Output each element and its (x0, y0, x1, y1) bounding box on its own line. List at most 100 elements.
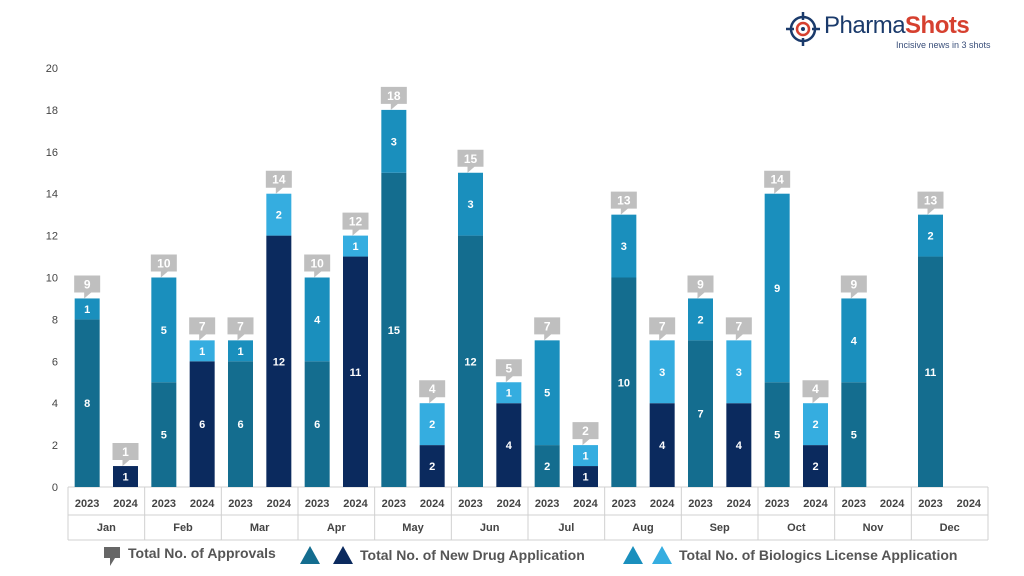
total-callout (380, 86, 407, 110)
total-callout (419, 380, 446, 404)
y-tick-label: 12 (46, 231, 58, 243)
year-label: 2023 (382, 498, 406, 510)
bar-bla (458, 172, 483, 236)
logo-word-shots: Shots (905, 12, 970, 39)
bar-nda (419, 445, 445, 487)
data-label-nda: 6 (314, 419, 320, 431)
bar-nda (496, 403, 522, 487)
data-label-nda: 1 (582, 472, 588, 484)
month-label: Mar (250, 522, 270, 534)
year-label: 2024 (650, 498, 675, 510)
bar-nda (918, 256, 943, 487)
total-label: 14 (272, 173, 286, 187)
legend-label-total: Total No. of Approvals (128, 545, 276, 561)
total-label: 7 (199, 319, 206, 333)
year-label: 2023 (305, 498, 329, 510)
bar-nda (228, 361, 253, 487)
y-tick-label: 8 (52, 314, 58, 326)
month-label: Oct (787, 522, 806, 534)
total-label: 10 (310, 257, 324, 271)
bar-nda (74, 319, 100, 487)
logo-tagline: Incisive news in 3 shots (896, 40, 991, 50)
total-callout (112, 443, 139, 467)
total-label: 15 (464, 152, 478, 166)
data-label-nda: 5 (161, 430, 167, 442)
year-label: 2024 (727, 498, 752, 510)
legend-triangle-icon (333, 546, 353, 564)
total-callout (189, 317, 216, 341)
data-label-nda: 6 (237, 419, 243, 431)
year-label: 2023 (535, 498, 559, 510)
bar-nda (841, 382, 867, 487)
bar-bla (611, 214, 637, 278)
year-label: 2023 (765, 498, 789, 510)
legend-callout-icon (104, 547, 120, 566)
year-label: 2024 (343, 498, 368, 510)
year-label: 2024 (267, 498, 292, 510)
year-label: 2024 (957, 498, 982, 510)
year-label: 2023 (458, 498, 482, 510)
year-label: 2024 (420, 498, 445, 510)
total-callout (534, 317, 561, 341)
y-tick-label: 0 (52, 482, 58, 494)
bar-nda (458, 235, 483, 487)
total-label: 7 (237, 319, 244, 333)
bar-bla (419, 403, 445, 446)
pharmashots-logo: PharmaShots Incisive news in 3 shots (786, 10, 991, 52)
data-label-bla: 2 (276, 210, 282, 222)
year-label: 2024 (880, 498, 905, 510)
bar-bla (151, 277, 177, 383)
data-label-nda: 5 (851, 430, 857, 442)
total-label: 4 (429, 382, 436, 396)
bar-bla (343, 235, 368, 257)
y-tick-label: 4 (52, 398, 58, 410)
data-label-nda: 2 (544, 461, 550, 473)
month-label: Jul (558, 522, 574, 534)
logo-word-pharma: Pharma (824, 12, 906, 39)
year-label: 2023 (152, 498, 176, 510)
total-label: 9 (697, 277, 704, 291)
bar-nda (113, 466, 138, 487)
bar-nda (726, 403, 752, 487)
data-label-nda: 4 (659, 440, 666, 452)
bar-bla (496, 382, 522, 404)
total-label: 5 (505, 361, 512, 375)
total-label: 7 (544, 319, 551, 333)
data-label-bla: 3 (736, 367, 742, 379)
legend-triangle-icon (652, 546, 672, 564)
data-label-nda: 8 (84, 398, 90, 410)
total-label: 13 (924, 194, 938, 208)
bar-nda (304, 361, 330, 487)
month-label: Dec (940, 522, 960, 534)
y-tick-label: 10 (46, 273, 58, 285)
total-label: 1 (122, 445, 129, 459)
data-label-nda: 4 (736, 440, 743, 452)
data-label-nda: 10 (618, 377, 630, 389)
data-label-nda: 5 (774, 430, 780, 442)
total-callout (840, 275, 867, 299)
total-callout (764, 170, 791, 194)
total-callout (227, 317, 254, 341)
data-label-bla: 1 (237, 346, 243, 358)
data-label-bla: 4 (851, 335, 858, 347)
data-label-bla: 2 (697, 314, 703, 326)
year-label: 2023 (918, 498, 942, 510)
bar-bla (688, 298, 713, 341)
year-label: 2023 (842, 498, 866, 510)
year-label: 2024 (497, 498, 522, 510)
data-label-bla: 2 (812, 419, 818, 431)
data-label-nda: 11 (925, 367, 937, 379)
bar-nda (266, 235, 292, 487)
y-tick-label: 2 (52, 440, 58, 452)
legend-label-bla: Total No. of Biologics License Applicati… (679, 547, 957, 563)
year-label: 2023 (75, 498, 99, 510)
bar-bla (573, 445, 598, 467)
total-callout (802, 380, 829, 404)
month-label: Feb (173, 522, 193, 534)
total-callout (304, 254, 331, 278)
total-callout (265, 170, 292, 194)
month-label: Sep (710, 522, 730, 534)
month-label: Jun (480, 522, 500, 534)
total-callout (610, 191, 637, 215)
y-tick-label: 18 (46, 105, 58, 117)
